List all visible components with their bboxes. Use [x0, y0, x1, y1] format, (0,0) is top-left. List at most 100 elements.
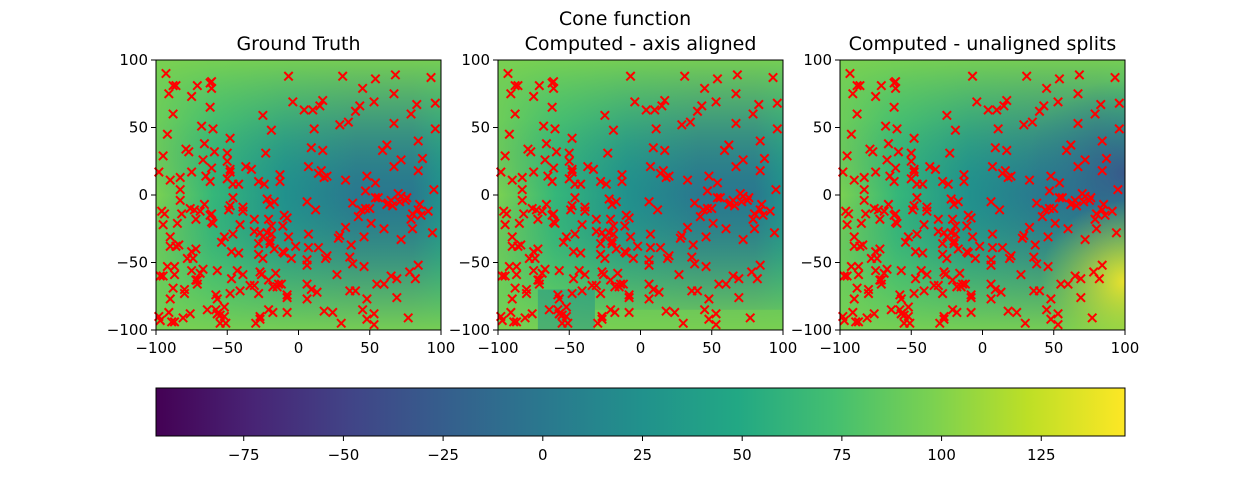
y-tick-label: 100 [119, 51, 148, 69]
sample-marker [511, 261, 522, 272]
sample-marker [632, 241, 643, 252]
sample-marker [1097, 136, 1108, 146]
sample-marker [428, 184, 439, 195]
sample-marker [387, 200, 398, 211]
sample-marker [226, 246, 237, 257]
sample-marker [839, 271, 850, 281]
panel-1: Ground Truth −100 −50 0 50 100 −100 −50 0 50 100 [107, 33, 456, 357]
sample-marker [209, 146, 220, 157]
sample-marker [919, 219, 929, 230]
sample-marker [617, 169, 627, 180]
sample-marker [708, 218, 719, 229]
sample-marker [849, 294, 860, 304]
sample-marker [510, 283, 521, 294]
sample-marker [346, 240, 357, 250]
sample-marker [235, 285, 245, 296]
sample-marker [1087, 312, 1098, 323]
sample-marker [924, 161, 935, 172]
sample-marker [238, 269, 248, 280]
sample-marker [1110, 72, 1120, 83]
sample-marker [986, 196, 996, 207]
sample-marker [283, 231, 294, 242]
sample-marker [550, 123, 560, 134]
sample-marker [661, 306, 672, 317]
sample-marker [582, 161, 593, 172]
sample-marker [567, 167, 578, 177]
sample-marker [847, 307, 858, 318]
sample-marker [175, 184, 186, 195]
sample-marker [1038, 100, 1049, 111]
sample-marker [679, 71, 690, 82]
sample-marker [537, 268, 548, 279]
sample-marker [393, 188, 404, 199]
sample-marker [909, 133, 920, 144]
sample-marker [746, 267, 757, 277]
sample-marker [186, 265, 197, 276]
sample-marker [703, 314, 714, 325]
sample-marker [561, 231, 572, 242]
sample-marker [567, 164, 578, 175]
sample-marker [1045, 171, 1056, 182]
sample-marker [347, 198, 358, 209]
sample-marker [733, 273, 744, 284]
sample-marker [222, 173, 233, 184]
sample-marker [282, 307, 293, 318]
sample-marker [168, 283, 179, 294]
sample-marker [1107, 206, 1118, 217]
sample-marker [1073, 161, 1083, 172]
sample-marker [580, 206, 590, 217]
sample-marker [1097, 165, 1108, 176]
sample-marker [1097, 260, 1108, 271]
sample-marker [215, 318, 226, 329]
sample-marker [302, 294, 312, 304]
sample-marker [327, 307, 338, 318]
sample-marker [403, 312, 414, 323]
sample-marker [689, 258, 700, 269]
split-region [537, 289, 595, 330]
sample-marker [334, 119, 345, 130]
sample-marker [628, 253, 639, 264]
sample-marker [369, 308, 379, 319]
sample-marker [953, 196, 964, 207]
sample-marker [587, 280, 597, 291]
sample-marker [933, 214, 944, 225]
sample-markers [495, 68, 783, 330]
sample-marker [1011, 307, 1022, 318]
sample-marker [719, 145, 730, 156]
sample-marker [517, 195, 528, 206]
sample-marker [839, 315, 850, 326]
sample-marker [564, 173, 575, 184]
sample-marker [413, 204, 424, 215]
sample-marker [1054, 192, 1065, 203]
sample-marker [609, 281, 620, 292]
sample-marker [1037, 211, 1048, 222]
sample-marker [158, 271, 169, 281]
sample-marker [253, 288, 264, 299]
sample-marker [1050, 218, 1061, 229]
sample-marker [302, 279, 312, 290]
sample-marker [1034, 285, 1045, 296]
x-tick-label: 50 [702, 339, 721, 357]
sample-marker [987, 161, 998, 172]
sample-marker [210, 304, 221, 315]
sample-marker [1095, 99, 1106, 110]
sample-marker [540, 154, 550, 165]
sample-marker [624, 289, 635, 300]
sample-marker [423, 206, 434, 217]
sample-marker [541, 199, 552, 210]
sample-marker [939, 311, 949, 322]
sample-marker [599, 110, 610, 121]
colorbar-tick-label: 50 [733, 446, 752, 464]
x-tick-label: 100 [427, 339, 456, 357]
sample-marker [949, 235, 959, 246]
sample-marker [966, 307, 977, 318]
sample-marker [846, 129, 857, 140]
sample-marker [859, 184, 870, 195]
sample-marker [860, 208, 871, 219]
sample-marker [568, 273, 579, 284]
sample-marker [317, 145, 328, 156]
sample-marker [334, 230, 345, 241]
sample-marker [1003, 306, 1014, 317]
sample-marker [503, 68, 513, 79]
sample-marker [591, 226, 602, 237]
